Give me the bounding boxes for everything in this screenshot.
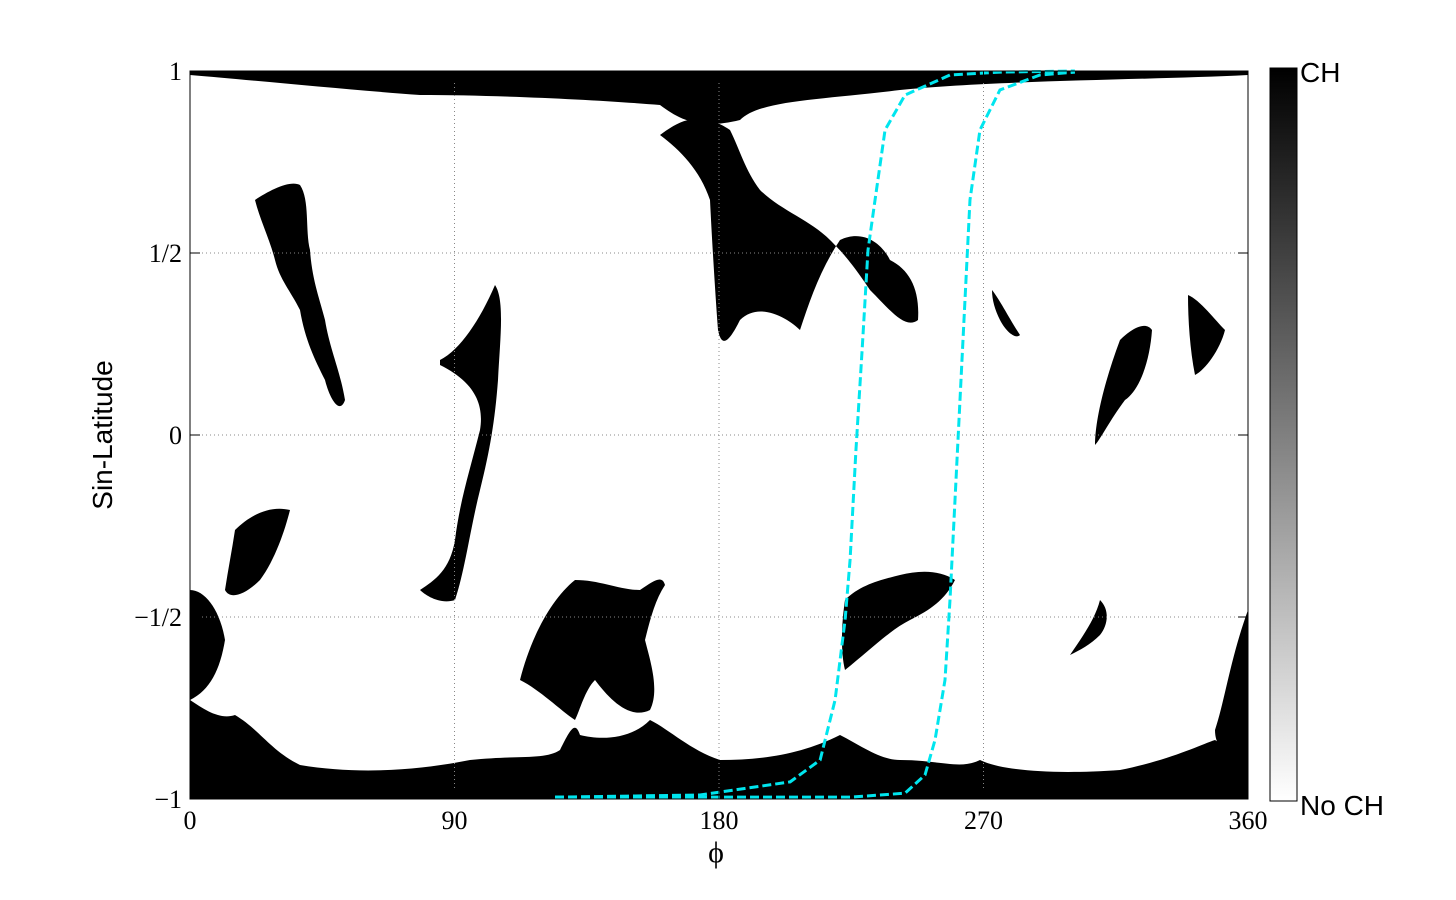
y-axis-label: Sin-Latitude — [87, 360, 118, 509]
series-line — [554, 69, 1075, 799]
east-edge-hole — [1215, 610, 1248, 754]
east-hole-2 — [1188, 295, 1225, 375]
coronal-hole-map — [190, 71, 1248, 799]
northwest-hole — [255, 183, 345, 407]
y-tick-label: −1 — [154, 785, 182, 814]
east-hole-4 — [1070, 600, 1107, 655]
south-hole-1 — [225, 508, 290, 596]
colorbar-top-label: CH — [1300, 57, 1340, 88]
north-polar-hole — [190, 71, 1248, 125]
x-tick-label: 90 — [442, 806, 468, 835]
south-polar-hole — [190, 700, 1248, 799]
x-tick-label: 270 — [964, 806, 1003, 835]
x-tick-label: 360 — [1229, 806, 1268, 835]
colorbar — [1269, 67, 1298, 802]
y-tick-label: −1/2 — [134, 603, 182, 632]
series-line — [555, 70, 1076, 799]
x-axis-label: ϕ — [708, 836, 724, 869]
east-hole-1 — [1095, 325, 1152, 445]
central-north-hole — [660, 118, 919, 341]
series — [554, 69, 1076, 799]
x-tick-label: 180 — [700, 806, 739, 835]
ticks: 0 90 180 270 360 −1 −1/2 0 1/2 1 — [134, 57, 1267, 835]
mid-hole-1 — [420, 285, 502, 602]
south-central-hole — [520, 579, 665, 720]
x-tick-label: 0 — [184, 806, 197, 835]
east-hole-3 — [992, 290, 1020, 337]
y-tick-label: 1/2 — [149, 239, 182, 268]
south-east-hole — [841, 571, 955, 670]
y-tick-label: 0 — [169, 421, 182, 450]
y-tick-label: 1 — [169, 57, 182, 86]
colorbar-bottom-label: No CH — [1300, 790, 1384, 821]
